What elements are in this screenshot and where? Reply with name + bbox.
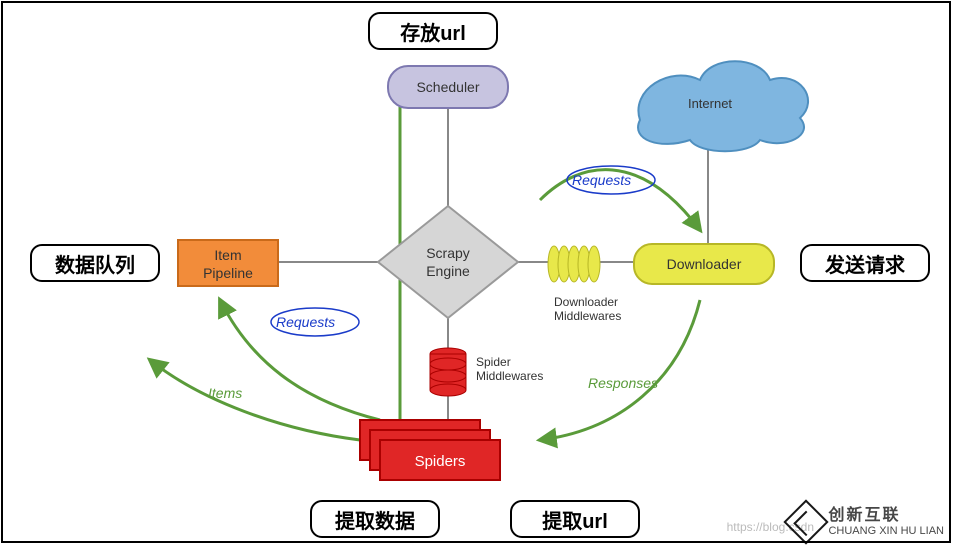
watermark-text: 创新互联 CHUANG XIN HU LIAN [828, 507, 944, 537]
node-engine: Scrapy Engine [378, 206, 518, 318]
watermark: 创新互联 CHUANG XIN HU LIAN [790, 506, 944, 538]
arrow-requests-top [540, 170, 700, 230]
node-engine-label2: Engine [426, 263, 470, 279]
node-engine-label1: Scrapy [426, 245, 470, 261]
watermark-brand-en: CHUANG XIN HU LIAN [828, 525, 944, 537]
node-internet: Internet [638, 61, 808, 151]
flow-responses: Responses [588, 375, 658, 391]
watermark-brand-cn: 创新互联 [828, 507, 944, 525]
node-scheduler-label: Scheduler [416, 79, 479, 95]
node-spiders: Spiders [360, 420, 500, 480]
label-data-queue: 数据队列 [30, 244, 160, 282]
node-spider-mw-label1: Spider [476, 355, 511, 369]
label-store-url: 存放url [368, 12, 498, 50]
node-scheduler: Scheduler [388, 66, 508, 108]
label-extract-url-text: 提取url [542, 505, 608, 534]
label-store-url-text: 存放url [400, 17, 466, 46]
node-downloader: Downloader [634, 244, 774, 284]
node-pipeline-label2: Pipeline [203, 265, 253, 281]
node-pipeline-label1: Item [214, 247, 241, 263]
arrow-items [150, 360, 360, 440]
label-send-request-text: 发送请求 [825, 249, 905, 278]
node-downloader-mw-label2: Middlewares [554, 309, 621, 323]
ellipse-requests-top [567, 166, 655, 194]
flow-items: Items [208, 385, 242, 401]
node-spiders-label: Spiders [415, 453, 466, 470]
watermark-logo-icon [784, 499, 829, 544]
ellipse-requests-left [271, 308, 359, 336]
arrow-responses [540, 300, 700, 440]
node-downloader-mw: Downloader Middlewares [548, 246, 621, 323]
node-downloader-mw-label1: Downloader [554, 295, 618, 309]
node-internet-label: Internet [688, 96, 732, 111]
label-extract-data-text: 提取数据 [335, 505, 415, 534]
label-send-request: 发送请求 [800, 244, 930, 282]
node-pipeline: Item Pipeline [178, 240, 278, 286]
arrow-requests-left [220, 300, 380, 420]
node-spider-mw: Spider Middlewares [430, 348, 543, 396]
node-downloader-label: Downloader [667, 256, 742, 272]
label-extract-data: 提取数据 [310, 500, 440, 538]
flow-requests-left: Requests [276, 314, 335, 330]
label-extract-url: 提取url [510, 500, 640, 538]
node-spider-mw-label2: Middlewares [476, 369, 543, 383]
label-data-queue-text: 数据队列 [55, 249, 135, 278]
flow-requests-top: Requests [572, 172, 631, 188]
